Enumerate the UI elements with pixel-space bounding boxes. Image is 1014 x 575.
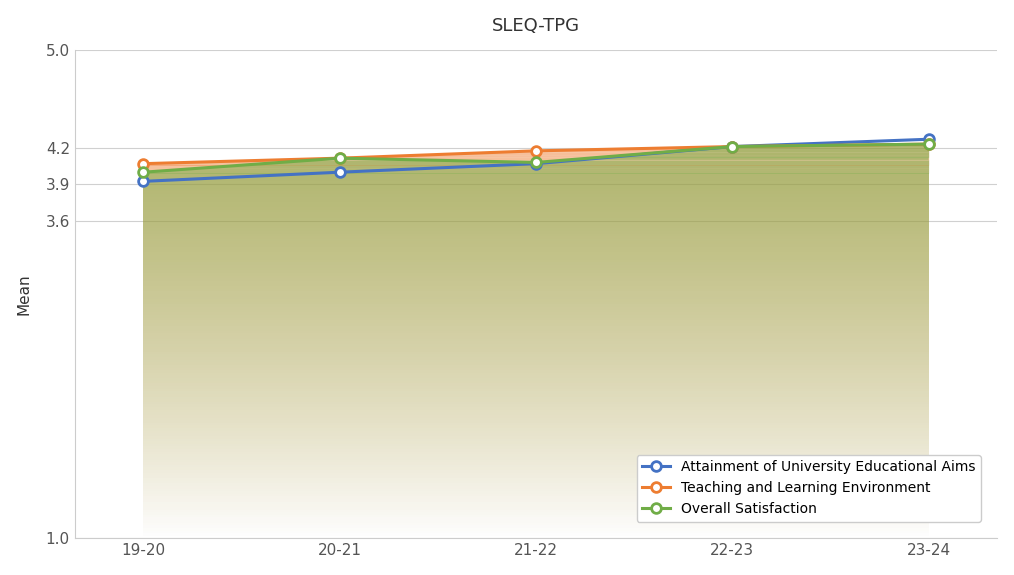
Legend: Attainment of University Educational Aims, Teaching and Learning Environment, Ov: Attainment of University Educational Aim… <box>637 455 982 522</box>
Attainment of University Educational Aims <box>334 168 346 175</box>
Attainment of University Educational Aims <box>530 160 542 167</box>
Attainment of University Educational Aims <box>726 143 738 150</box>
Attainment of University Educational Aims <box>923 136 935 143</box>
Teaching and Learning Environment <box>334 155 346 162</box>
Line: Attainment of University Educational Aims: Attainment of University Educational Aim… <box>139 135 934 186</box>
Teaching and Learning Environment <box>138 160 150 167</box>
Overall Satisfaction <box>138 168 150 175</box>
Teaching and Learning Environment <box>923 141 935 148</box>
Line: Overall Satisfaction: Overall Satisfaction <box>139 139 934 177</box>
Y-axis label: Mean: Mean <box>16 274 31 315</box>
Title: SLEQ-TPG: SLEQ-TPG <box>492 17 580 34</box>
Overall Satisfaction <box>530 159 542 166</box>
Overall Satisfaction <box>726 143 738 150</box>
Overall Satisfaction <box>923 141 935 148</box>
Teaching and Learning Environment <box>726 143 738 150</box>
Overall Satisfaction <box>334 155 346 162</box>
Line: Teaching and Learning Environment: Teaching and Learning Environment <box>139 139 934 168</box>
Teaching and Learning Environment <box>530 147 542 154</box>
Attainment of University Educational Aims <box>138 178 150 185</box>
